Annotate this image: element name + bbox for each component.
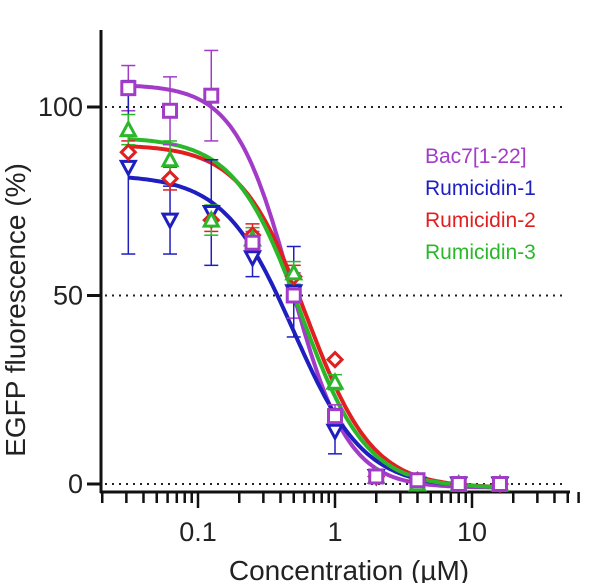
data-point [285, 287, 302, 304]
fit-curve [128, 137, 508, 490]
x-axis-title: Concentration (µM) [229, 555, 469, 583]
legend-entry: Rumicidin-2 [425, 209, 536, 232]
x-tick-label: 10 [457, 517, 487, 547]
data-point [284, 262, 304, 281]
data-point [244, 234, 261, 251]
legend-entry: Bac7[1-22] [425, 145, 527, 168]
data-point [160, 169, 180, 188]
data-point [327, 408, 343, 425]
data-point [368, 468, 385, 485]
error-bars [121, 49, 342, 455]
data-point [325, 372, 345, 390]
y-tick-label: 0 [68, 469, 83, 499]
x-tick-label: 1 [327, 517, 342, 547]
legend: Bac7[1-22] Rumicidin-1 Rumicidin-2 Rumicidi… [425, 145, 536, 264]
data-points [118, 80, 510, 495]
data-point [325, 423, 345, 442]
data-point [243, 250, 263, 268]
fit-curve [128, 83, 507, 490]
ticks: 0 50 100 0.1 1 10 [38, 92, 580, 547]
y-tick-label: 100 [38, 92, 83, 122]
data-point [120, 80, 137, 97]
y-axis-title: EGFP fluorescence (%) [0, 163, 31, 457]
data-point [203, 87, 220, 104]
data-point [409, 472, 426, 489]
legend-entry: Rumicidin-3 [425, 241, 536, 264]
data-point [162, 102, 179, 119]
data-point [201, 209, 221, 228]
data-point [119, 143, 138, 162]
legend-entry: Rumicidin-1 [425, 177, 536, 200]
data-point [160, 149, 180, 168]
y-tick-label: 50 [53, 281, 83, 311]
data-point [491, 476, 508, 492]
data-point [325, 350, 345, 369]
fit-curves [128, 83, 508, 490]
data-point [118, 119, 138, 138]
data-point [160, 212, 180, 231]
x-tick-label: 0.1 [179, 517, 217, 547]
data-point [450, 476, 467, 492]
data-point [118, 159, 138, 178]
